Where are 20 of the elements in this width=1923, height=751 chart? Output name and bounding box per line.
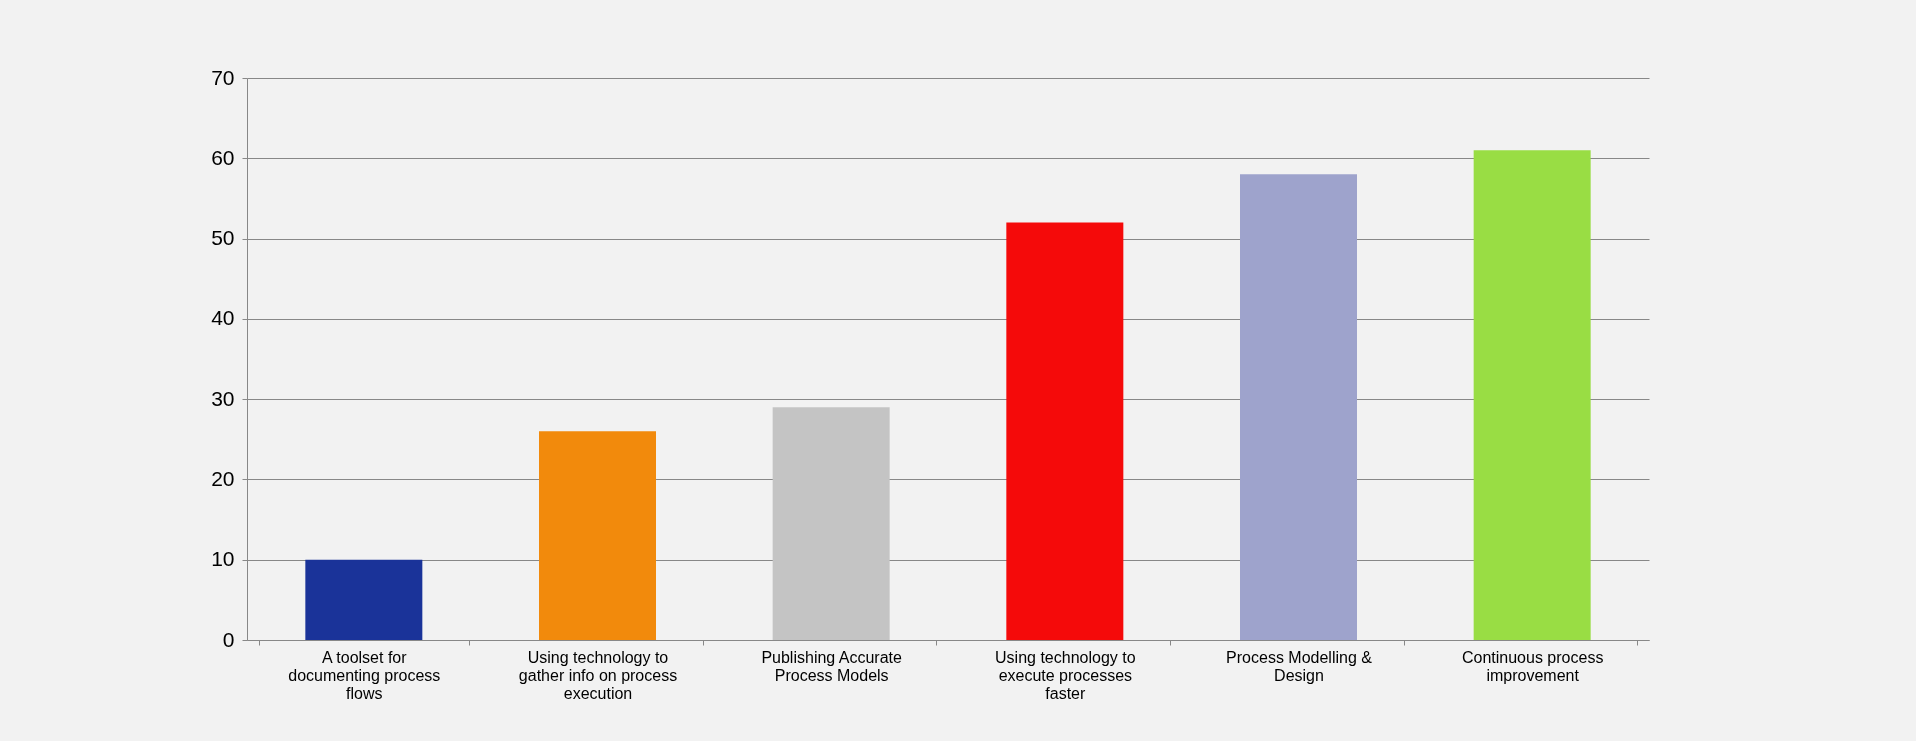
x-tick-label: Continuous process improvement	[1461, 648, 1604, 684]
y-tick-label: 30	[211, 386, 235, 410]
bar	[1240, 174, 1357, 640]
y-tick-label: 70	[211, 65, 235, 89]
bar	[305, 559, 423, 640]
x-tick-label: Using technology to gather info on process execution	[518, 648, 678, 702]
y-tick-label: 20	[211, 466, 235, 490]
y-tick-label: 60	[211, 145, 235, 169]
bar	[1006, 222, 1124, 640]
x-tick-label: A toolset for documenting process flows	[288, 648, 441, 702]
bar	[539, 431, 656, 640]
x-tick-label: Using technology to execute processes faster	[995, 648, 1136, 702]
y-tick-label: 50	[211, 226, 235, 250]
bar	[1473, 150, 1591, 640]
x-tick-label: Publishing Accurate Process Models	[761, 648, 903, 684]
y-tick-label: 0	[222, 627, 235, 651]
y-tick-label: 10	[211, 547, 235, 571]
y-tick-label: 40	[211, 306, 235, 330]
x-tick-label: Process Modelling & Design	[1226, 648, 1373, 684]
bar	[772, 407, 890, 640]
